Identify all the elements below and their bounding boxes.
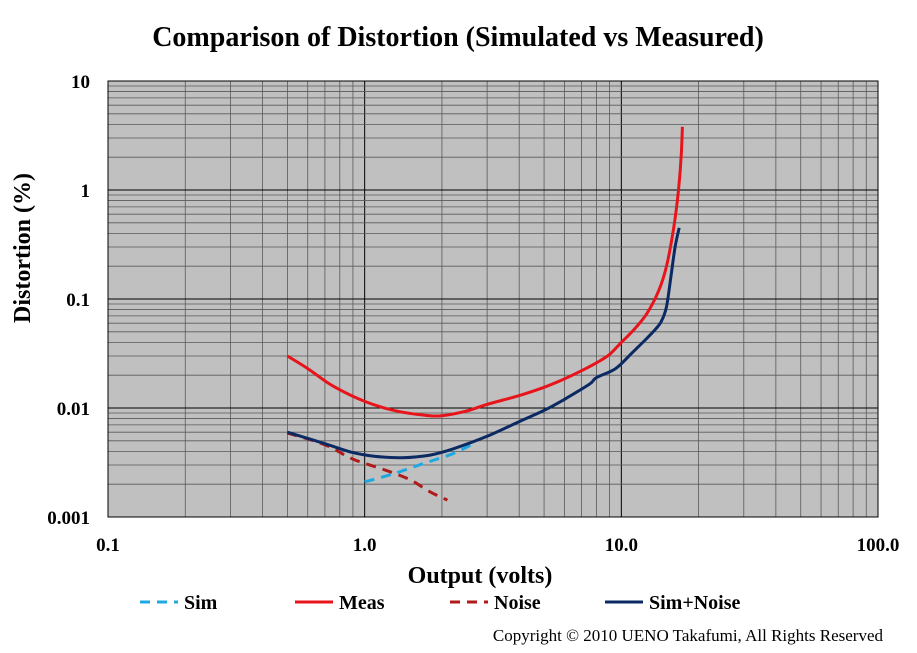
y-axis-title: Distortion (%) [10, 173, 36, 323]
x-tick-label: 10.0 [605, 535, 638, 556]
legend-label-noise: Noise [494, 592, 541, 614]
grid-layer [107, 81, 878, 518]
y-tick-label: 1 [81, 181, 91, 202]
plot-border [107, 80, 879, 518]
legend-label-sim: Sim [184, 592, 218, 614]
legend-label-sim-noise: Sim+Noise [649, 592, 741, 614]
series-line-meas [286, 126, 684, 418]
tick-label-layer: 0.1 1.0 10.0 100.0 10 1 0.1 0.01 0.001 [47, 72, 899, 556]
y-tick-label: 0.001 [47, 508, 90, 529]
legend: Sim Meas Noise Sim+Noise [140, 592, 741, 614]
series-line-sim [364, 443, 472, 484]
y-tick-label: 0.1 [66, 290, 90, 311]
x-tick-label: 1.0 [353, 535, 377, 556]
copyright-notice: Copyright © 2010 UENO Takafumi, All Righ… [493, 626, 884, 645]
y-tick-label: 10 [71, 72, 90, 93]
y-tick-label: 0.01 [57, 399, 90, 420]
legend-label-meas: Meas [339, 592, 385, 614]
x-tick-label: 100.0 [857, 535, 900, 556]
x-tick-label: 0.1 [96, 535, 120, 556]
series-line-sim-noise [286, 227, 681, 460]
series-layer [286, 126, 684, 502]
chart-title: Comparison of Distortion (Simulated vs M… [152, 22, 764, 53]
x-axis-title: Output (volts) [408, 563, 553, 589]
